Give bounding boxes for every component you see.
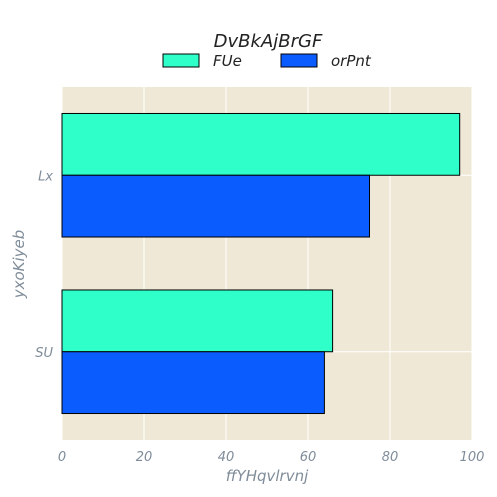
x-tick-label: 40 xyxy=(218,450,235,465)
x-axis-label: ffYHqvlrvnj xyxy=(226,467,309,485)
y-tick-label: SU xyxy=(35,346,53,361)
x-tick-label: 60 xyxy=(300,450,317,465)
bar-fue-su xyxy=(61,289,334,353)
legend-swatch-orpnt xyxy=(280,53,318,68)
x-tick-label: 80 xyxy=(382,450,399,465)
y-axis-label: yxoKiyeb xyxy=(10,230,28,300)
bar-orpnt-su xyxy=(61,351,325,415)
legend: FUe orPnt xyxy=(162,52,372,70)
x-tick-label: 20 xyxy=(136,450,153,465)
x-tick-label: 100 xyxy=(460,450,485,465)
bar-fue-lx xyxy=(61,112,461,176)
ticks: 0 20 40 60 80 100 Lx SU xyxy=(35,169,484,465)
legend-label-orpnt: orPnt xyxy=(331,52,372,70)
bars xyxy=(61,112,461,415)
chart-title: DvBkAjBrGF xyxy=(214,31,323,52)
legend-label-fue: FUe xyxy=(213,52,242,70)
x-tick-label: 0 xyxy=(58,450,66,465)
bar-orpnt-lx xyxy=(61,174,370,238)
legend-swatch-fue xyxy=(162,53,200,68)
y-tick-label: Lx xyxy=(38,169,53,184)
